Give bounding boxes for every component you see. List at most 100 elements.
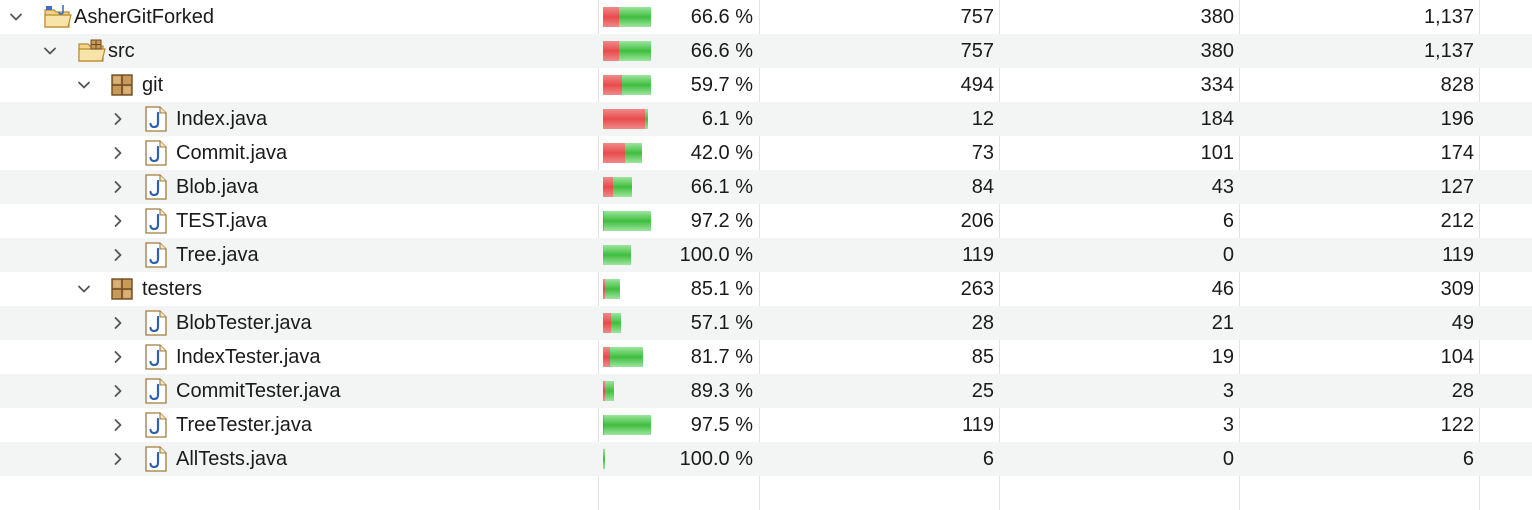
chevron-right-icon[interactable]	[108, 204, 128, 238]
missed-instructions: 184	[1200, 108, 1234, 130]
tree-row[interactable]: src 66.6 % 757 380 1,137	[0, 34, 1532, 68]
element-name-cell[interactable]: Index.java	[0, 102, 598, 136]
coverage-percent: 42.0 %	[690, 142, 753, 164]
chevron-down-icon[interactable]	[6, 0, 26, 34]
covered-bar-segment	[625, 143, 642, 163]
covered-bar-segment	[603, 449, 605, 469]
coverage-percent: 89.3 %	[690, 380, 753, 402]
coverage-bar	[603, 279, 620, 299]
element-name-cell[interactable]: TreeTester.java	[0, 408, 598, 442]
missed-bar-segment	[603, 143, 625, 163]
missed-instructions: 3	[1222, 380, 1234, 402]
java-file-icon	[144, 310, 168, 336]
element-name-cell[interactable]: CommitTester.java	[0, 374, 598, 408]
tree-row[interactable]: Blob.java 66.1 % 84 43 127	[0, 170, 1532, 204]
missed-bar-segment	[603, 347, 610, 367]
total-instructions: 49	[1451, 312, 1474, 334]
missed-bar-segment	[603, 7, 619, 27]
element-name: git	[142, 74, 164, 96]
chevron-down-icon[interactable]	[40, 34, 60, 68]
source-folder-icon	[76, 39, 108, 63]
coverage-bar-cell	[603, 136, 653, 170]
coverage-bar-cell	[603, 238, 653, 272]
chevron-right-icon[interactable]	[108, 306, 128, 340]
tree-row[interactable]: git 59.7 % 494 334 828	[0, 68, 1532, 102]
chevron-down-icon[interactable]	[74, 272, 94, 306]
coverage-percent: 57.1 %	[690, 312, 753, 334]
chevron-right-icon[interactable]	[108, 102, 128, 136]
missed-instructions: 0	[1222, 448, 1234, 470]
coverage-bar-cell	[603, 0, 653, 34]
tree-row[interactable]: IndexTester.java 81.7 % 85 19 104	[0, 340, 1532, 374]
coverage-bar	[603, 347, 643, 367]
element-name-cell[interactable]: src	[0, 34, 598, 68]
covered-instructions: 6	[982, 448, 994, 470]
covered-instructions: 25	[971, 380, 994, 402]
coverage-bar-cell	[603, 170, 653, 204]
tree-row[interactable]: Tree.java 100.0 % 119 0 119	[0, 238, 1532, 272]
chevron-right-icon[interactable]	[108, 408, 128, 442]
coverage-bar-cell	[603, 204, 653, 238]
missed-bar-segment	[603, 177, 613, 197]
missed-instructions: 19	[1211, 346, 1234, 368]
covered-instructions: 119	[962, 414, 994, 436]
covered-bar-segment	[610, 347, 643, 367]
missed-bar-segment	[603, 279, 605, 299]
tree-row[interactable]: AsherGitForked 66.6 % 757 380 1,137	[0, 0, 1532, 34]
covered-bar-segment	[611, 313, 621, 333]
covered-instructions: 206	[960, 210, 994, 232]
element-name-cell[interactable]: git	[0, 68, 598, 102]
coverage-percent: 97.2 %	[690, 210, 753, 232]
chevron-right-icon[interactable]	[108, 170, 128, 204]
total-instructions: 1,137	[1423, 6, 1474, 28]
java-file-icon	[144, 106, 168, 132]
java-file-icon	[144, 344, 168, 370]
element-name: AsherGitForked	[74, 6, 215, 28]
coverage-percent: 100.0 %	[679, 244, 753, 266]
coverage-percent: 100.0 %	[679, 448, 753, 470]
element-name-cell[interactable]: BlobTester.java	[0, 306, 598, 340]
tree-row[interactable]: CommitTester.java 89.3 % 25 3 28	[0, 374, 1532, 408]
chevron-right-icon[interactable]	[108, 136, 128, 170]
element-name-cell[interactable]: Tree.java	[0, 238, 598, 272]
chevron-right-icon[interactable]	[108, 442, 128, 476]
coverage-bar	[603, 41, 651, 61]
tree-row[interactable]: BlobTester.java 57.1 % 28 21 49	[0, 306, 1532, 340]
coverage-bar	[603, 143, 642, 163]
missed-bar-segment	[603, 109, 645, 129]
covered-bar-segment	[619, 41, 651, 61]
chevron-down-icon[interactable]	[74, 68, 94, 102]
covered-instructions: 84	[971, 176, 994, 198]
coverage-percent: 66.6 %	[690, 6, 753, 28]
coverage-percent: 97.5 %	[690, 414, 753, 436]
tree-row[interactable]: AllTests.java 100.0 % 6 0 6	[0, 442, 1532, 476]
covered-instructions: 757	[960, 40, 994, 62]
coverage-bar-cell	[603, 102, 653, 136]
element-name-cell[interactable]: Blob.java	[0, 170, 598, 204]
tree-row[interactable]: TEST.java 97.2 % 206 6 212	[0, 204, 1532, 238]
element-name: testers	[142, 278, 203, 300]
java-file-icon	[144, 174, 168, 200]
element-name-cell[interactable]: AllTests.java	[0, 442, 598, 476]
element-name-cell[interactable]: IndexTester.java	[0, 340, 598, 374]
total-instructions: 174	[1440, 142, 1474, 164]
total-instructions: 119	[1442, 244, 1474, 266]
tree-row[interactable]: Index.java 6.1 % 12 184 196	[0, 102, 1532, 136]
coverage-bar	[603, 211, 651, 231]
element-name-cell[interactable]: Commit.java	[0, 136, 598, 170]
missed-instructions: 43	[1211, 176, 1234, 198]
chevron-right-icon[interactable]	[108, 340, 128, 374]
element-name-cell[interactable]: TEST.java	[0, 204, 598, 238]
chevron-right-icon[interactable]	[108, 238, 128, 272]
element-name: BlobTester.java	[176, 312, 312, 334]
package-icon	[110, 277, 134, 301]
tree-row[interactable]: TreeTester.java 97.5 % 119 3 122	[0, 408, 1532, 442]
covered-bar-segment	[603, 245, 631, 265]
chevron-right-icon[interactable]	[108, 374, 128, 408]
tree-row[interactable]: Commit.java 42.0 % 73 101 174	[0, 136, 1532, 170]
covered-bar-segment	[645, 109, 648, 129]
element-name-cell[interactable]: AsherGitForked	[0, 0, 598, 34]
tree-row[interactable]: testers 85.1 % 263 46 309	[0, 272, 1532, 306]
element-name-cell[interactable]: testers	[0, 272, 598, 306]
coverage-bar	[603, 7, 651, 27]
